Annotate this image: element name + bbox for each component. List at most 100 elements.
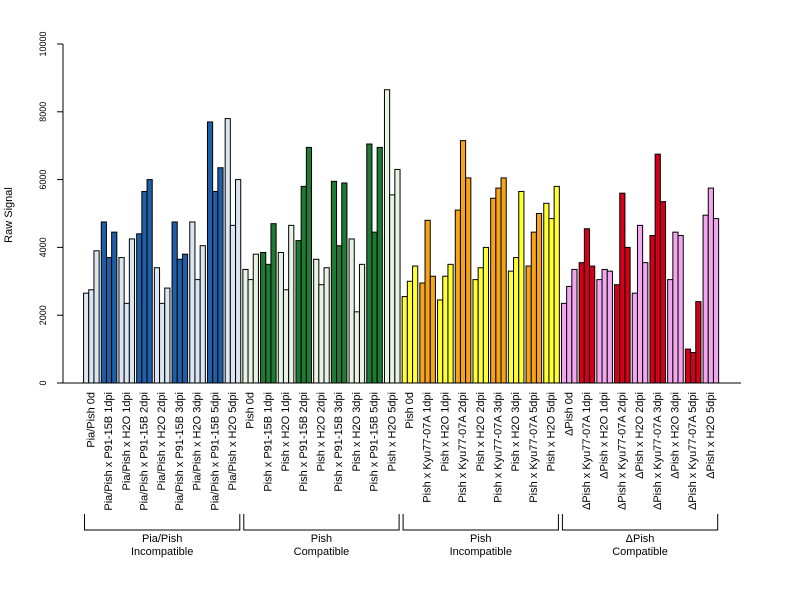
bar: [217, 167, 224, 384]
x-tick-label: Pish x P91-15B 3dpi: [333, 392, 345, 492]
group-label-line2: Incompatible: [450, 546, 512, 558]
x-tick-label: ΔPish x H2O 1dpi: [599, 392, 611, 479]
y-tick-label: 6000: [38, 170, 48, 190]
bar: [383, 89, 391, 384]
group-label-line2: Incompatible: [131, 546, 193, 558]
bar: [371, 231, 378, 384]
x-tick-label: Pish x P91-15B 2dpi: [298, 392, 310, 492]
bar: [88, 289, 95, 384]
bar: [159, 302, 166, 384]
x-tick-label: Pish x P91-15B 1dpi: [262, 392, 274, 492]
bar: [389, 194, 396, 384]
group-label-line2: Compatible: [612, 546, 668, 558]
bar: [318, 284, 325, 384]
bar: [358, 263, 366, 384]
bar: [707, 187, 714, 384]
group-bracket: [402, 514, 559, 531]
x-tick-label: Pish 0d: [245, 392, 257, 429]
bar: [525, 265, 532, 384]
bar: [153, 267, 161, 384]
bar: [447, 263, 454, 384]
bar: [601, 268, 608, 384]
bar: [181, 253, 189, 384]
bar: [305, 146, 313, 384]
group-brackets: Pia/PishIncompatiblePishCompatiblePishIn…: [84, 514, 719, 558]
bar: [465, 177, 472, 384]
bar: [199, 245, 206, 384]
x-tick-label: ΔPish 0d: [563, 392, 575, 436]
bar: [260, 251, 267, 384]
bar: [171, 221, 178, 384]
bar: [100, 221, 107, 384]
x-tick-label: ΔPish x Kyu77-07A 3dpi: [652, 392, 664, 510]
x-tick-label: Pish x H2O 3dpi: [351, 392, 363, 471]
bar: [619, 192, 626, 384]
bar: [684, 348, 692, 384]
bar: [366, 143, 373, 384]
bar: [596, 279, 603, 384]
x-tick-label: Pish x H2O 1dpi: [439, 392, 451, 471]
bar: [631, 292, 638, 384]
bar: [83, 292, 90, 384]
x-tick-label: ΔPish x H2O 5dpi: [705, 392, 717, 479]
x-tick-label: ΔPish x H2O 3dpi: [669, 392, 681, 479]
bar: [93, 250, 100, 384]
x-tick-label: ΔPish x H2O 2dpi: [634, 392, 646, 479]
bar: [649, 235, 656, 384]
bar: [472, 279, 479, 384]
bar: [636, 224, 644, 384]
bar: [401, 296, 408, 384]
x-tick-label: Pish x H2O 3dpi: [510, 392, 522, 471]
bar: [560, 302, 568, 384]
bar: [323, 267, 330, 384]
y-tick-label: 8000: [38, 102, 48, 122]
bar: [667, 279, 674, 384]
bar: [642, 262, 649, 384]
x-tick-label: Pish x Kyu77-07A 5dpi: [528, 392, 540, 503]
bar: [235, 179, 242, 384]
bar: [518, 190, 525, 384]
x-tick-label: Pia/Pish x P91-15B 1dpi: [103, 392, 115, 511]
bar: [348, 238, 355, 384]
bar: [295, 240, 302, 384]
bar: [677, 235, 684, 384]
bar: [189, 221, 196, 384]
y-tick-label: 2000: [38, 305, 48, 325]
x-tick-label: Pish x H2O 1dpi: [280, 392, 292, 471]
bar: [477, 267, 484, 384]
x-tick-label: Pia/Pish x H2O 1dpi: [121, 392, 133, 490]
x-axis: Pia/Pish 0d Pia/Pish x P91-15B 1dpi Pia/Pi…: [63, 382, 741, 511]
bar: [270, 223, 277, 384]
bar: [406, 280, 414, 384]
bar: [672, 231, 679, 384]
y-axis-label: Raw Signal: [3, 187, 15, 243]
bar: [206, 121, 214, 384]
bar: [341, 182, 348, 384]
x-tick-label: Pia/Pish x P91-15B 5dpi: [209, 392, 221, 511]
bar: [589, 265, 596, 384]
bar: [429, 275, 436, 384]
bar: [654, 153, 661, 384]
bar: [242, 268, 249, 384]
bar: [353, 311, 360, 384]
x-tick-label: Pish x Kyu77-07A 3dpi: [492, 392, 504, 503]
x-tick-label: Pish 0d: [404, 392, 416, 429]
bar: [247, 279, 254, 384]
bar: [330, 180, 338, 384]
x-tick-label: ΔPish x Kyu77-07A 1dpi: [581, 392, 593, 510]
bar: [695, 301, 702, 384]
bar: [442, 275, 449, 384]
bar: [194, 279, 201, 384]
bar: [136, 233, 143, 384]
bar: [530, 231, 537, 384]
group-label-line1: Pish: [470, 533, 491, 545]
bar: [419, 282, 426, 384]
bar: [412, 265, 419, 384]
bar: [712, 218, 720, 384]
y-tick-label: 4000: [38, 237, 48, 257]
bar: [614, 284, 621, 384]
group-label-line1: ΔPish: [626, 533, 655, 545]
x-tick-label: Pish x Kyu77-07A 1dpi: [422, 392, 434, 503]
bar: [394, 168, 401, 384]
x-tick-label: Pia/Pish x P91-15B 3dpi: [174, 392, 186, 511]
